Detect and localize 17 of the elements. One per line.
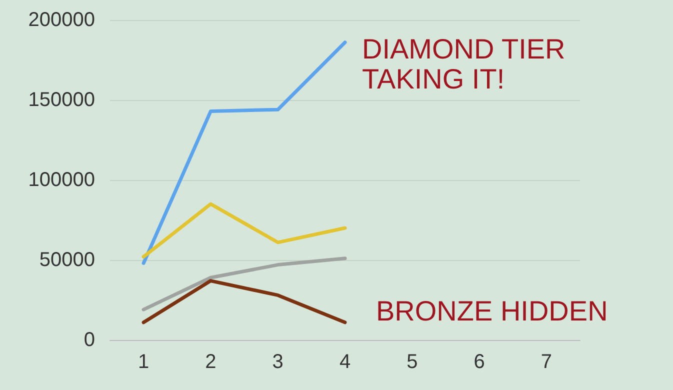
x-tick-label: 5 bbox=[406, 351, 418, 373]
x-tick-label: 4 bbox=[339, 351, 351, 373]
line-series bbox=[142, 256, 347, 312]
x-tick-label: 1 bbox=[138, 351, 150, 373]
y-tick-label: 150000 bbox=[28, 89, 95, 111]
x-tick-label: 6 bbox=[474, 351, 485, 373]
annotation: BRONZE HIDDEN bbox=[376, 296, 608, 326]
x-tick-label: 7 bbox=[540, 351, 552, 373]
x-tick-label: 2 bbox=[205, 351, 216, 373]
line-series bbox=[142, 40, 347, 265]
y-tick-label: 200000 bbox=[28, 9, 95, 31]
y-tick-label: 100000 bbox=[28, 169, 95, 191]
line-series bbox=[142, 202, 347, 259]
y-tick-label: 0 bbox=[84, 329, 95, 351]
x-tick-label: 3 bbox=[272, 351, 284, 373]
y-tick-label: 50000 bbox=[39, 249, 95, 271]
annotation: DIAMOND TIER TAKING IT! bbox=[362, 34, 574, 94]
